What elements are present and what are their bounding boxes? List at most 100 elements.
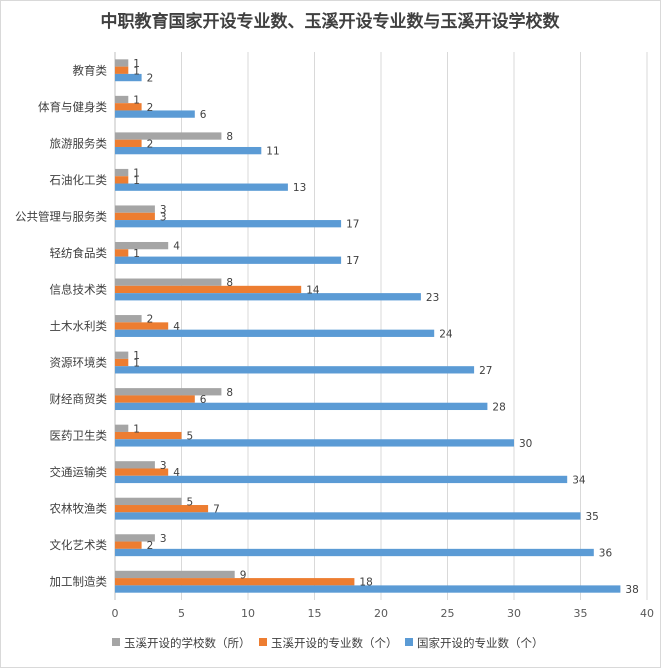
data-label: 2 bbox=[147, 314, 154, 326]
data-label: 34 bbox=[572, 474, 586, 486]
category-label: 文化艺术类 bbox=[50, 538, 108, 552]
data-label: 3 bbox=[160, 460, 167, 472]
bar bbox=[115, 256, 342, 264]
data-label: 1 bbox=[133, 65, 140, 77]
legend-label: 玉溪开设的学校数（所） bbox=[124, 636, 251, 650]
bar bbox=[115, 73, 142, 82]
bar bbox=[115, 388, 222, 396]
bar bbox=[115, 278, 222, 286]
data-label: 27 bbox=[479, 365, 492, 377]
data-label: 2 bbox=[147, 102, 154, 114]
x-tick-label: 5 bbox=[178, 607, 185, 620]
category-label: 轻纺食品类 bbox=[50, 246, 108, 260]
data-label: 6 bbox=[200, 109, 207, 121]
category-label: 信息技术类 bbox=[50, 282, 108, 296]
data-label: 4 bbox=[173, 241, 180, 253]
category-label: 加工制造类 bbox=[50, 575, 108, 589]
data-label: 18 bbox=[359, 577, 372, 589]
category-label: 旅游服务类 bbox=[50, 136, 108, 150]
bar bbox=[115, 220, 342, 228]
x-tick-label: 0 bbox=[112, 607, 119, 620]
bar bbox=[115, 424, 129, 432]
data-label: 4 bbox=[173, 321, 180, 333]
bar bbox=[115, 468, 169, 476]
data-label: 2 bbox=[147, 138, 154, 150]
bar bbox=[115, 366, 475, 374]
data-label: 3 bbox=[160, 204, 167, 216]
bar bbox=[115, 315, 142, 323]
bar bbox=[115, 505, 209, 513]
data-label: 24 bbox=[439, 328, 453, 340]
bar bbox=[115, 59, 129, 67]
bars bbox=[115, 59, 621, 593]
data-label: 38 bbox=[625, 584, 638, 596]
bar bbox=[115, 512, 581, 520]
bar bbox=[115, 534, 155, 542]
data-label: 1 bbox=[133, 423, 140, 435]
bar bbox=[115, 176, 129, 184]
bar bbox=[115, 249, 129, 257]
data-label: 5 bbox=[187, 496, 194, 508]
data-label: 6 bbox=[200, 394, 207, 406]
category-labels: 教育类体育与健身类旅游服务类石油化工类公共管理与服务类轻纺食品类信息技术类土木水… bbox=[15, 63, 107, 588]
data-label: 17 bbox=[346, 255, 359, 267]
legend: 玉溪开设的学校数（所） 玉溪开设的专业数（个） 国家开设的专业数（个） bbox=[112, 636, 544, 650]
bar bbox=[115, 285, 302, 294]
category-label: 农林牧渔类 bbox=[50, 502, 108, 516]
bar bbox=[115, 183, 288, 191]
data-label: 7 bbox=[213, 504, 220, 516]
bar bbox=[115, 110, 195, 118]
data-label: 13 bbox=[293, 182, 306, 194]
category-label: 石油化工类 bbox=[50, 173, 108, 187]
bar bbox=[115, 402, 488, 411]
data-label: 8 bbox=[226, 277, 233, 289]
x-tick-label: 40 bbox=[640, 607, 654, 620]
data-label: 2 bbox=[147, 540, 154, 552]
data-label: 5 bbox=[187, 431, 194, 443]
legend-swatch bbox=[259, 638, 267, 646]
data-label: 1 bbox=[133, 350, 140, 362]
data-label: 17 bbox=[346, 219, 359, 231]
x-axis-tick-labels: 0 5 10 15 20 25 30 35 40 bbox=[112, 607, 655, 620]
data-label: 1 bbox=[133, 248, 140, 260]
x-tick-label: 25 bbox=[441, 607, 455, 620]
data-label: 3 bbox=[160, 211, 167, 223]
data-label: 2 bbox=[147, 73, 154, 85]
x-tick-label: 30 bbox=[507, 607, 521, 620]
category-label: 医药卫生类 bbox=[50, 429, 108, 443]
data-label: 4 bbox=[173, 467, 180, 479]
bar bbox=[115, 585, 621, 593]
bar bbox=[115, 439, 514, 447]
bar bbox=[115, 132, 222, 140]
data-label: 35 bbox=[586, 511, 599, 523]
x-tick-label: 10 bbox=[241, 607, 255, 620]
bar bbox=[115, 241, 169, 250]
legend-label: 国家开设的专业数（个） bbox=[417, 636, 544, 650]
bar bbox=[115, 322, 169, 330]
category-label: 交通运输类 bbox=[50, 465, 108, 479]
chart-title: 中职教育国家开设专业数、玉溪开设专业数与玉溪开设学校数 bbox=[101, 11, 561, 32]
data-label: 9 bbox=[240, 569, 247, 581]
bar bbox=[115, 475, 568, 484]
data-label: 1 bbox=[133, 58, 140, 70]
bar bbox=[115, 205, 155, 213]
bar bbox=[115, 293, 421, 301]
bar bbox=[115, 66, 129, 74]
bar bbox=[115, 329, 435, 337]
bar bbox=[115, 95, 129, 104]
bar bbox=[115, 395, 195, 403]
data-label: 8 bbox=[226, 131, 233, 143]
data-label: 11 bbox=[266, 146, 279, 158]
bar bbox=[115, 431, 182, 440]
bar bbox=[115, 351, 129, 359]
category-label: 土木水利类 bbox=[50, 319, 108, 333]
data-label: 1 bbox=[133, 95, 140, 107]
bar bbox=[115, 139, 142, 147]
category-label: 财经商贸类 bbox=[50, 392, 108, 406]
x-tick-label: 15 bbox=[308, 607, 322, 620]
bar bbox=[115, 168, 129, 177]
data-label: 30 bbox=[519, 438, 532, 450]
category-label: 体育与健身类 bbox=[38, 100, 107, 114]
data-label: 14 bbox=[306, 284, 320, 296]
